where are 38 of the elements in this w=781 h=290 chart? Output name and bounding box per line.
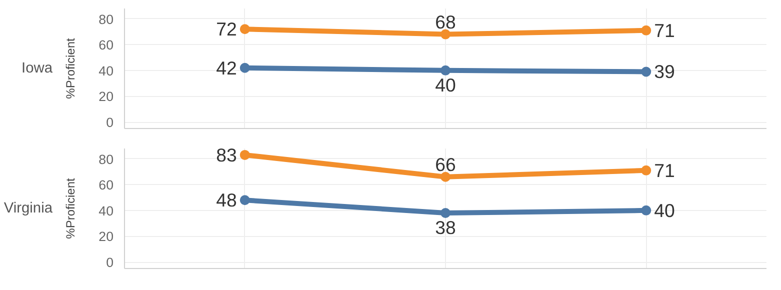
y-tick-label: 60	[98, 178, 114, 193]
data-label: 83	[216, 144, 237, 166]
data-label: 68	[435, 11, 456, 32]
point	[440, 172, 450, 182]
point	[641, 165, 652, 176]
point	[440, 208, 450, 218]
y-tick-label: 0	[106, 255, 114, 270]
point	[240, 24, 250, 34]
data-label: 66	[435, 154, 456, 175]
data-label: 39	[654, 61, 675, 82]
text: Virginia	[4, 200, 54, 216]
y-tick-label: 20	[98, 229, 114, 244]
data-label: 38	[435, 217, 456, 238]
data-label: 71	[654, 160, 675, 181]
point	[641, 25, 652, 36]
point	[240, 62, 250, 73]
data-label: 71	[654, 20, 675, 41]
text: Iowa	[22, 60, 54, 76]
y-tick-label: 80	[98, 12, 114, 27]
y-tick-label: 0	[106, 115, 114, 130]
data-label: 40	[654, 200, 675, 221]
point	[440, 65, 450, 76]
data-label: 42	[216, 57, 237, 78]
y-tick-label: 60	[98, 38, 114, 53]
point	[240, 195, 250, 206]
data-label: 48	[216, 190, 237, 211]
y-tick-label: 40	[98, 203, 114, 218]
y-axis-title: %Proficient	[64, 177, 78, 239]
y-tick-label: 80	[98, 152, 114, 167]
y-axis-title: %Proficient	[64, 37, 78, 99]
y-tick-label: 40	[98, 63, 114, 78]
y-tick-label: 20	[98, 89, 114, 104]
point	[641, 205, 652, 216]
point	[641, 66, 652, 77]
data-label: 40	[435, 74, 456, 96]
point	[240, 150, 250, 160]
point	[440, 29, 450, 40]
data-label: 72	[216, 18, 237, 40]
